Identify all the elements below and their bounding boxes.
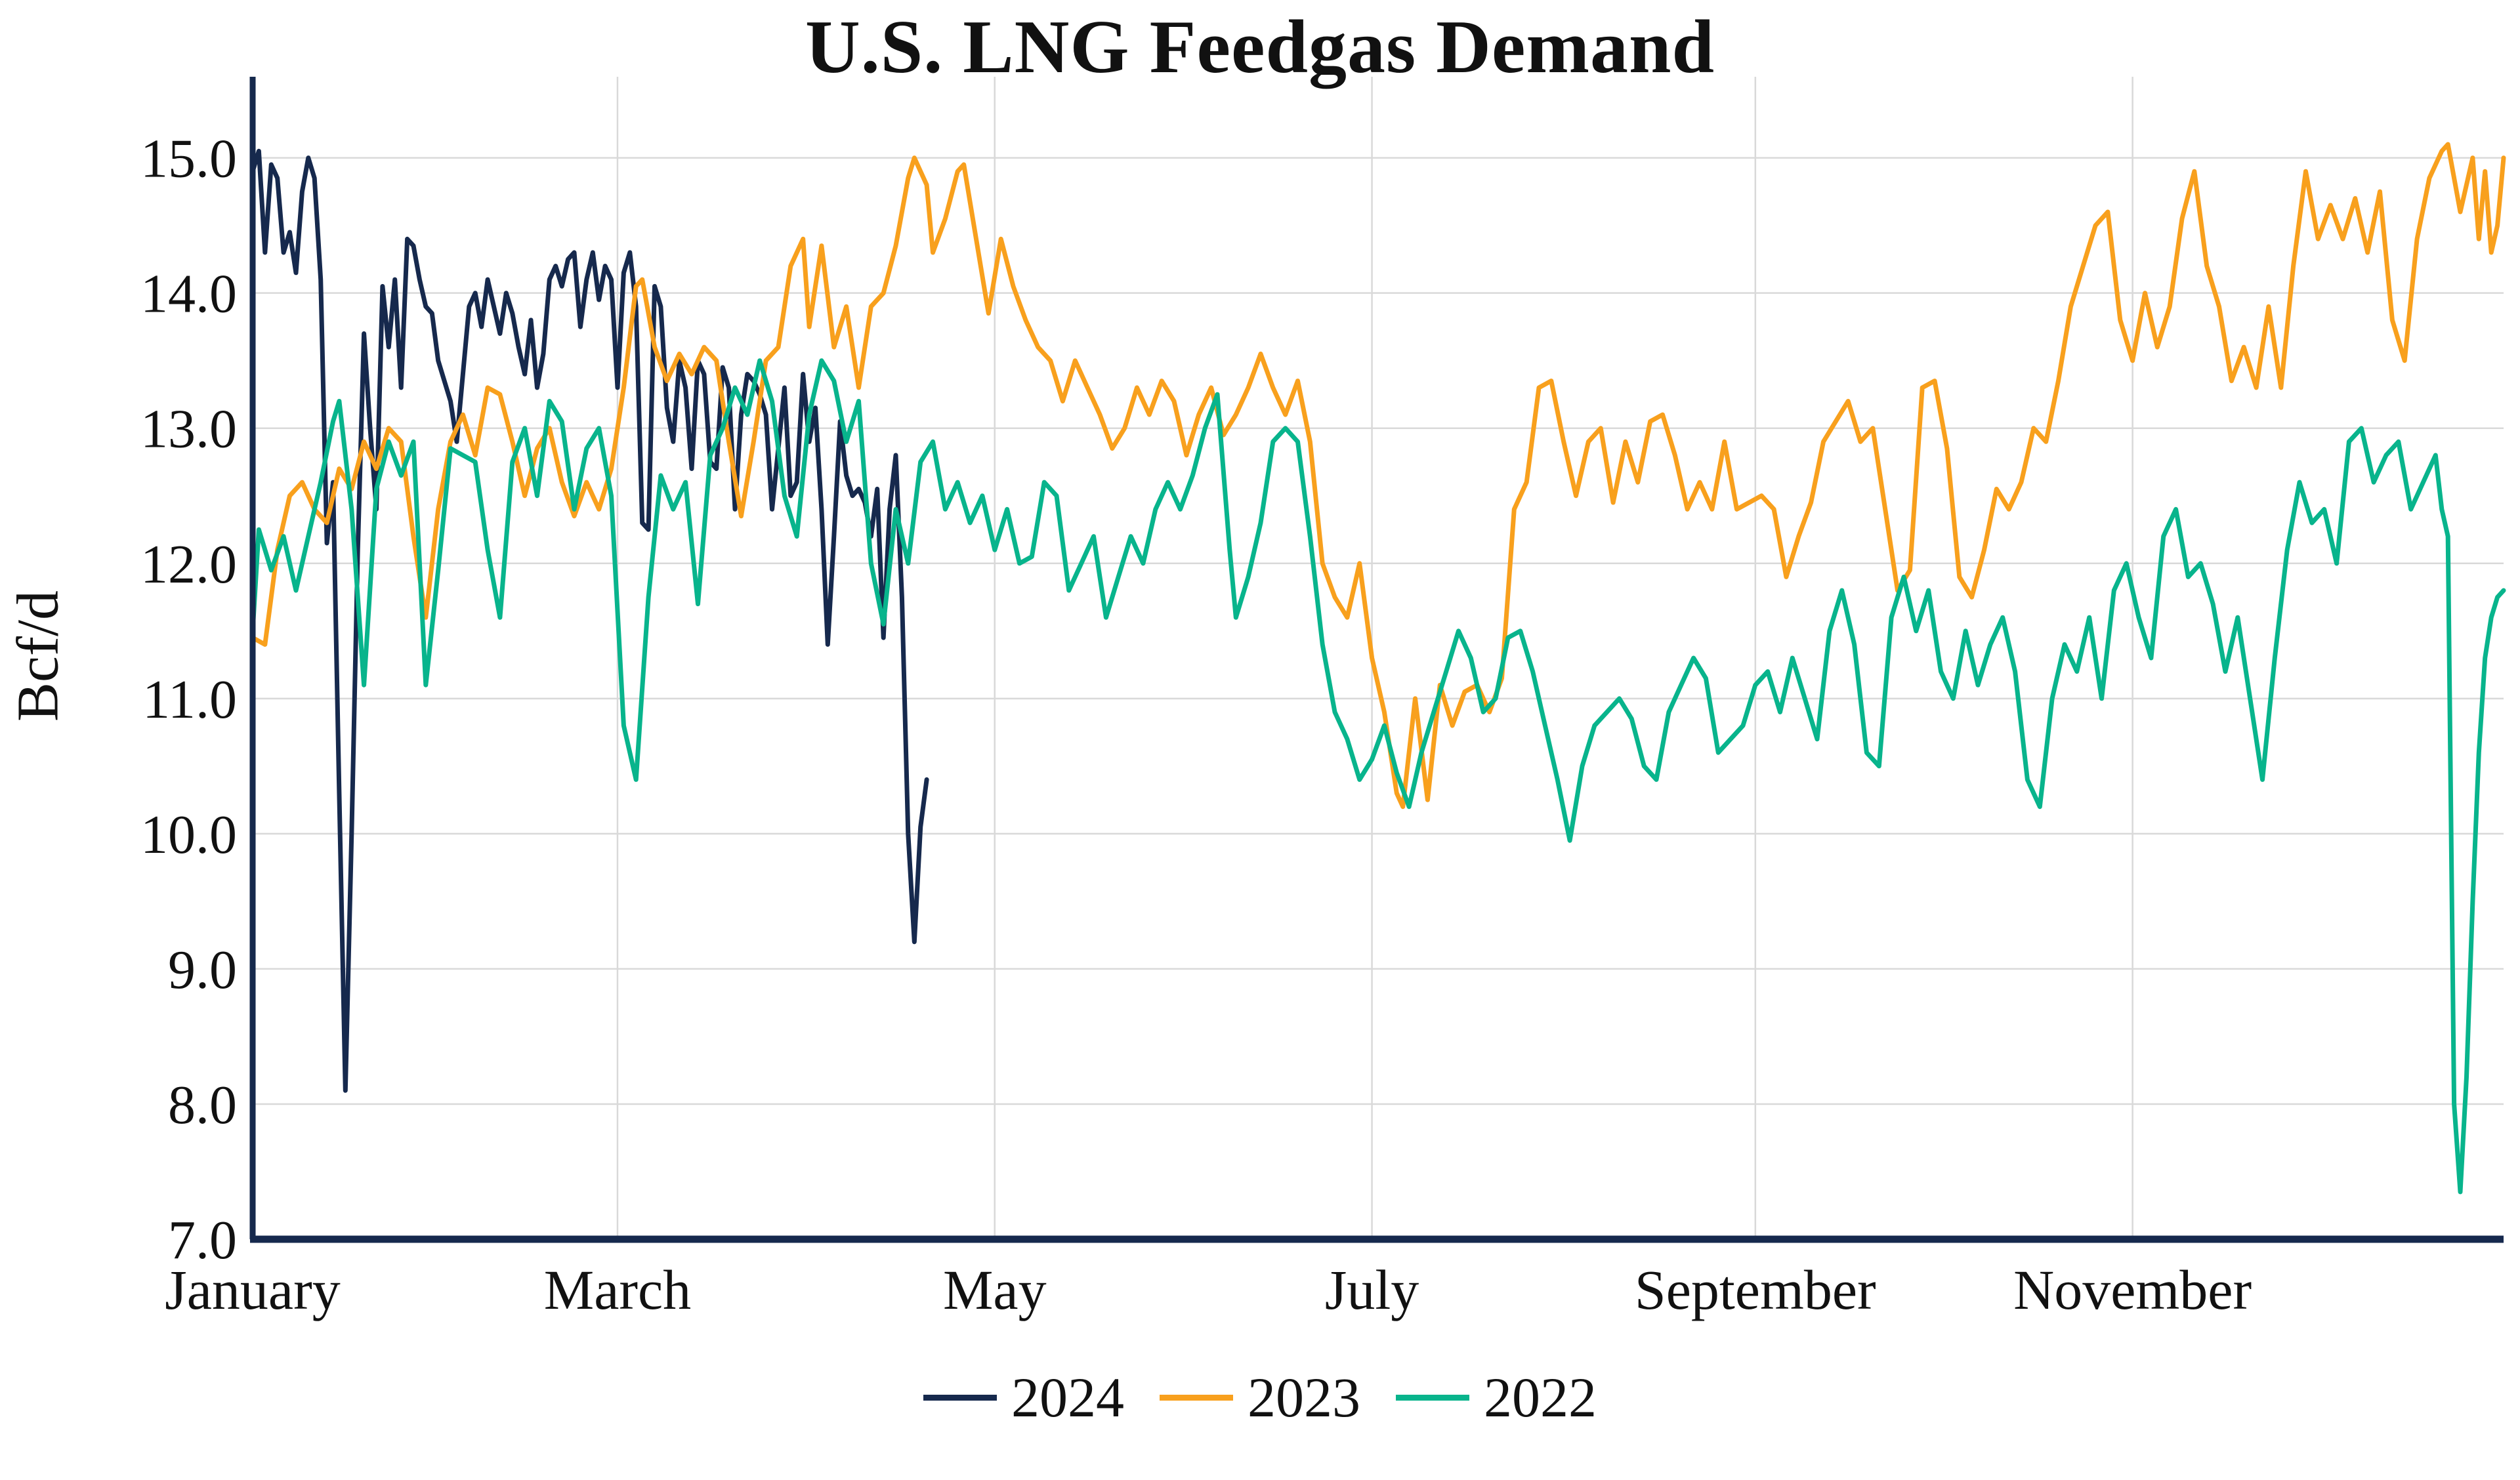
y-tick-label: 8.0 (168, 1075, 237, 1136)
y-tick-label: 13.0 (140, 399, 237, 460)
legend-label: 2022 (1484, 1366, 1597, 1429)
y-tick-label: 12.0 (140, 534, 237, 595)
legend-item-2022: 2022 (1396, 1365, 1597, 1430)
x-tick-label: May (943, 1258, 1047, 1321)
legend-item-2023: 2023 (1160, 1365, 1360, 1430)
y-tick-label: 14.0 (140, 264, 237, 325)
y-tick-label: 7.0 (168, 1210, 237, 1271)
x-tick-label: July (1325, 1258, 1419, 1321)
x-tick-label: November (2013, 1258, 2252, 1321)
y-tick-label: 9.0 (168, 939, 237, 1000)
legend-swatch-2022 (1396, 1394, 1469, 1401)
legend-item-2024: 2024 (923, 1365, 1124, 1430)
y-axis-label: Bcf/d (5, 590, 71, 722)
y-tick-label: 10.0 (140, 804, 237, 865)
y-tick-label: 15.0 (140, 129, 237, 190)
series-line-2024 (250, 148, 929, 1093)
y-tick-label: 11.0 (142, 669, 237, 730)
legend-label: 2024 (1011, 1366, 1124, 1429)
x-tick-label: January (165, 1258, 340, 1321)
legend-swatch-2023 (1160, 1394, 1233, 1401)
series-line-2023 (250, 142, 2506, 810)
x-tick-label: September (1635, 1258, 1876, 1321)
legend: 2024 2023 2022 (0, 1365, 2520, 1430)
legend-swatch-2024 (923, 1394, 997, 1401)
series-line-2022 (250, 358, 2506, 1195)
legend-label: 2023 (1248, 1366, 1360, 1429)
x-tick-label: March (544, 1258, 691, 1321)
chart-title: U.S. LNG Feedgas Demand (805, 5, 1715, 89)
